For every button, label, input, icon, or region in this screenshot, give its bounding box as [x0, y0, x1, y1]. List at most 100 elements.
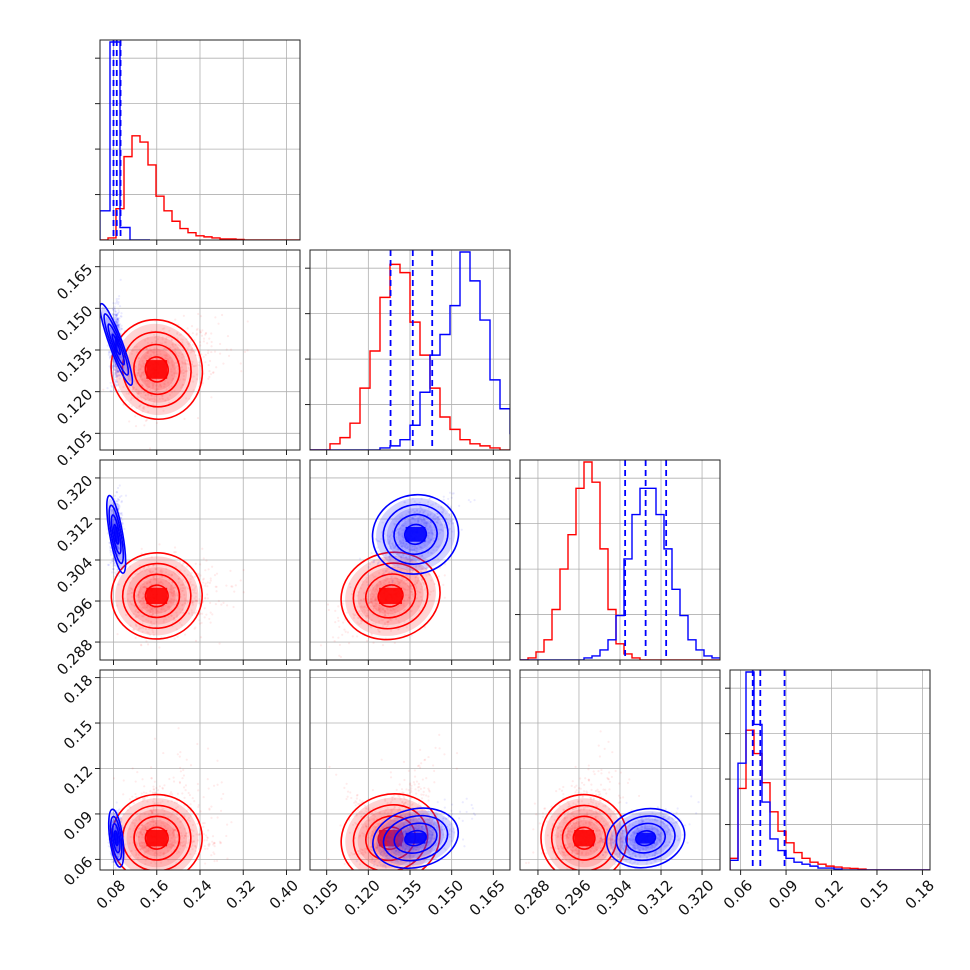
sample-point: [173, 587, 176, 590]
sample-point: [181, 353, 185, 356]
sample-point: [411, 569, 414, 572]
sample-point: [155, 384, 158, 387]
sample-point: [205, 613, 208, 616]
sample-point: [175, 370, 178, 373]
sample-point: [106, 387, 109, 390]
sample-point: [413, 583, 416, 586]
sample-point: [170, 385, 173, 388]
sample-point: [172, 601, 176, 604]
sample-point: [189, 803, 192, 806]
sample-point: [116, 573, 119, 576]
sample-point: [138, 625, 141, 628]
sample-point: [119, 278, 122, 281]
sample-point: [112, 512, 116, 515]
sample-point: [166, 381, 170, 384]
sample-point: [181, 603, 184, 606]
sample-point: [375, 583, 379, 586]
sample-point: [143, 785, 146, 788]
sample-point: [116, 500, 119, 503]
sample-point: [113, 367, 116, 371]
sample-point: [147, 604, 150, 608]
tick-marks-2-0: [95, 477, 287, 665]
sample-point: [175, 361, 178, 364]
sample-point: [152, 785, 155, 788]
scatter-panel-3-0: [107, 727, 233, 870]
density-peak: [114, 336, 118, 353]
sample-point: [181, 383, 185, 386]
sample-point: [114, 373, 117, 376]
sample-point: [155, 335, 158, 338]
sample-point: [458, 504, 461, 507]
sample-point: [116, 325, 120, 328]
sample-point: [117, 319, 121, 323]
sample-point: [210, 816, 213, 819]
sample-point: [442, 498, 445, 501]
sample-point: [166, 397, 169, 400]
sample-point: [166, 357, 169, 360]
density-peak: [405, 526, 426, 542]
sample-point: [181, 583, 184, 586]
sample-point: [150, 623, 154, 626]
sample-point: [158, 785, 162, 788]
sample-point: [116, 568, 119, 571]
sample-point: [342, 621, 345, 624]
sample-point: [246, 349, 249, 352]
sample-point: [134, 609, 137, 612]
sample-point: [443, 596, 446, 599]
sample-point: [140, 396, 143, 400]
sample-point: [133, 345, 136, 348]
sample-point: [149, 569, 152, 572]
sample-point: [141, 600, 144, 604]
sample-point: [155, 608, 158, 611]
sample-point: [112, 307, 115, 310]
sample-point: [109, 366, 112, 369]
sample-point: [109, 381, 112, 384]
sample-point: [234, 584, 237, 587]
sample-point: [199, 331, 202, 334]
sample-point: [182, 314, 185, 317]
sample-point: [402, 604, 405, 608]
sample-point: [408, 588, 411, 591]
sample-point: [156, 609, 159, 613]
sample-point: [112, 302, 115, 305]
sample-point: [162, 385, 166, 388]
sample-point: [135, 625, 138, 628]
sample-point: [146, 355, 149, 358]
sample-point: [163, 327, 166, 330]
sample-point: [132, 388, 135, 391]
sample-point: [161, 582, 165, 586]
sample-point: [115, 310, 118, 313]
sample-point: [140, 615, 143, 618]
sample-point: [204, 331, 208, 335]
sample-point: [117, 325, 120, 329]
sample-point: [197, 803, 200, 807]
sample-point: [180, 370, 183, 373]
sample-point: [108, 357, 112, 360]
sample-point: [144, 394, 147, 397]
sample-point: [363, 606, 366, 609]
sample-point: [209, 601, 212, 605]
sample-point: [379, 582, 383, 585]
sample-point: [171, 581, 174, 584]
sample-point: [206, 593, 209, 596]
sample-point: [367, 565, 370, 569]
sample-point: [216, 816, 219, 819]
sample-point: [144, 379, 147, 382]
sample-point: [151, 341, 154, 345]
sample-point: [109, 389, 112, 392]
sample-point: [140, 588, 143, 591]
sample-point: [112, 360, 116, 363]
sample-point: [141, 407, 145, 410]
sample-point: [176, 614, 179, 617]
sample-point: [116, 317, 119, 320]
sample-point: [115, 297, 118, 301]
sample-point: [204, 333, 207, 336]
sample-point: [142, 627, 145, 630]
sample-point: [138, 405, 141, 408]
sample-point: [136, 593, 140, 596]
sample-point: [172, 603, 176, 606]
sample-point: [158, 603, 162, 606]
sample-point: [218, 642, 221, 645]
sample-point: [112, 366, 115, 369]
sample-point: [411, 561, 414, 564]
